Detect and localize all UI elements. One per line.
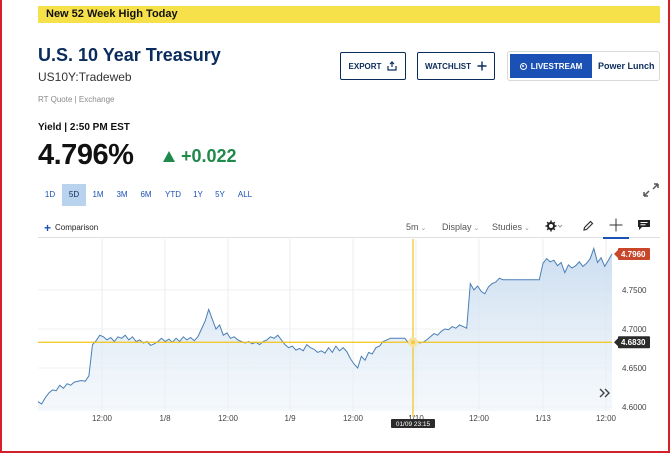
chevron-down-icon: ⌄	[473, 225, 480, 232]
x-tick-label: 12:00	[469, 414, 490, 423]
crosshair	[38, 239, 612, 417]
y-tick-label: 4.6000	[622, 403, 647, 412]
comparison-button[interactable]: + Comparison	[44, 220, 99, 235]
yield-timestamp: Yield | 2:50 PM EST	[38, 122, 130, 133]
x-tick-label: 12:00	[596, 414, 617, 423]
page-title: U.S. 10 Year Treasury	[38, 45, 221, 65]
export-icon	[387, 61, 398, 71]
price-change: +0.022	[163, 146, 237, 167]
scroll-forward-button[interactable]	[599, 388, 610, 398]
range-tab[interactable]: 1M	[92, 190, 104, 199]
livestream-show-link[interactable]: Power Lunch	[598, 61, 655, 71]
crosshair-time-badge	[391, 419, 435, 428]
watchlist-button[interactable]: WATCHLIST	[417, 52, 495, 80]
y-tick-label: 4.6500	[622, 364, 647, 373]
y-tick-label: 4.7000	[622, 325, 647, 334]
plus-icon	[477, 61, 487, 71]
x-tick-label: 1/9	[284, 414, 296, 423]
x-tick-label: 1/8	[159, 414, 171, 423]
x-tick-label: 1/10	[408, 414, 424, 423]
livestream-button[interactable]: LIVESTREAM	[510, 54, 592, 78]
yield-area	[38, 248, 612, 411]
x-tick-label: 12:00	[218, 414, 239, 423]
y-axis: 4.7500 4.7000 4.6500 4.6000 4.7960 4.6830	[614, 247, 650, 412]
chevron-down-icon: ⌄	[524, 225, 530, 232]
export-button[interactable]: EXPORT	[340, 52, 406, 80]
watchlist-label: WATCHLIST	[424, 61, 472, 71]
chevron-down-icon: ⌄	[420, 225, 427, 232]
display-label: Display	[442, 222, 472, 232]
livestream-label: LIVESTREAM	[530, 61, 583, 71]
active-tool-indicator	[603, 237, 629, 239]
live-icon	[519, 62, 527, 70]
studies-dropdown[interactable]: Studies ⌄	[492, 222, 530, 232]
x-tick-label: 12:00	[343, 414, 364, 423]
crosshair-time-label: 01/09 23:15	[396, 421, 431, 428]
up-arrow-icon	[163, 151, 175, 162]
gear-icon[interactable]	[545, 220, 563, 232]
range-tab[interactable]: ALL	[237, 190, 253, 199]
quote-symbol: US10Y:Tradeweb	[38, 70, 132, 84]
x-axis: 12:00 1/8 12:00 1/9 12:00 1/10 12:00 1/13 12:00 0…	[92, 414, 617, 428]
interval-label: 5m	[406, 222, 419, 232]
price-change-value: +0.022	[181, 146, 237, 166]
expand-icon[interactable]	[642, 182, 660, 198]
chart-toolbar: + Comparison 5m ⌄ Display ⌄ Studies ⌄	[38, 216, 660, 239]
yield-chart[interactable]: 4.7500 4.7000 4.6500 4.6000 4.7960 4.6830 12:…	[38, 239, 660, 429]
range-tab[interactable]: 1D	[44, 190, 56, 199]
comparison-label: Comparison	[55, 223, 99, 232]
x-tick-label: 1/13	[535, 414, 551, 423]
range-tab[interactable]: 6M	[140, 190, 152, 199]
x-tick-label: 12:00	[92, 414, 113, 423]
range-tab[interactable]: YTD	[165, 190, 181, 199]
comment-icon[interactable]	[637, 219, 651, 231]
high-alert-banner: New 52 Week High Today	[38, 6, 660, 23]
export-label: EXPORT	[348, 61, 382, 71]
livestream-widget: LIVESTREAM Power Lunch	[507, 51, 660, 81]
studies-label: Studies	[492, 222, 523, 232]
display-dropdown[interactable]: Display ⌄	[442, 222, 479, 232]
last-value-label: 4.7960	[621, 250, 646, 259]
crosshair-marker	[408, 337, 418, 348]
crosshair-value-label: 4.6830	[621, 338, 646, 347]
last-value-badge	[618, 247, 650, 260]
plus-icon: +	[44, 220, 52, 235]
crosshair-icon[interactable]	[609, 218, 623, 232]
crosshair-value-badge	[618, 336, 650, 349]
quote-source: RT Quote | Exchange	[38, 95, 115, 104]
interval-dropdown[interactable]: 5m ⌄	[406, 222, 426, 232]
range-tab[interactable]: 5D	[62, 184, 86, 206]
y-tick-label: 4.7500	[622, 286, 647, 295]
pencil-icon[interactable]	[582, 220, 594, 232]
time-range-selector: 1D 5D 1M 3M 6M YTD 1Y 5Y ALL	[38, 184, 258, 206]
last-price: 4.796%	[38, 139, 134, 171]
range-tab[interactable]: 5Y	[215, 190, 225, 199]
range-tab[interactable]: 3M	[116, 190, 128, 199]
range-tab[interactable]: 1Y	[193, 190, 203, 199]
yield-line	[38, 246, 613, 405]
